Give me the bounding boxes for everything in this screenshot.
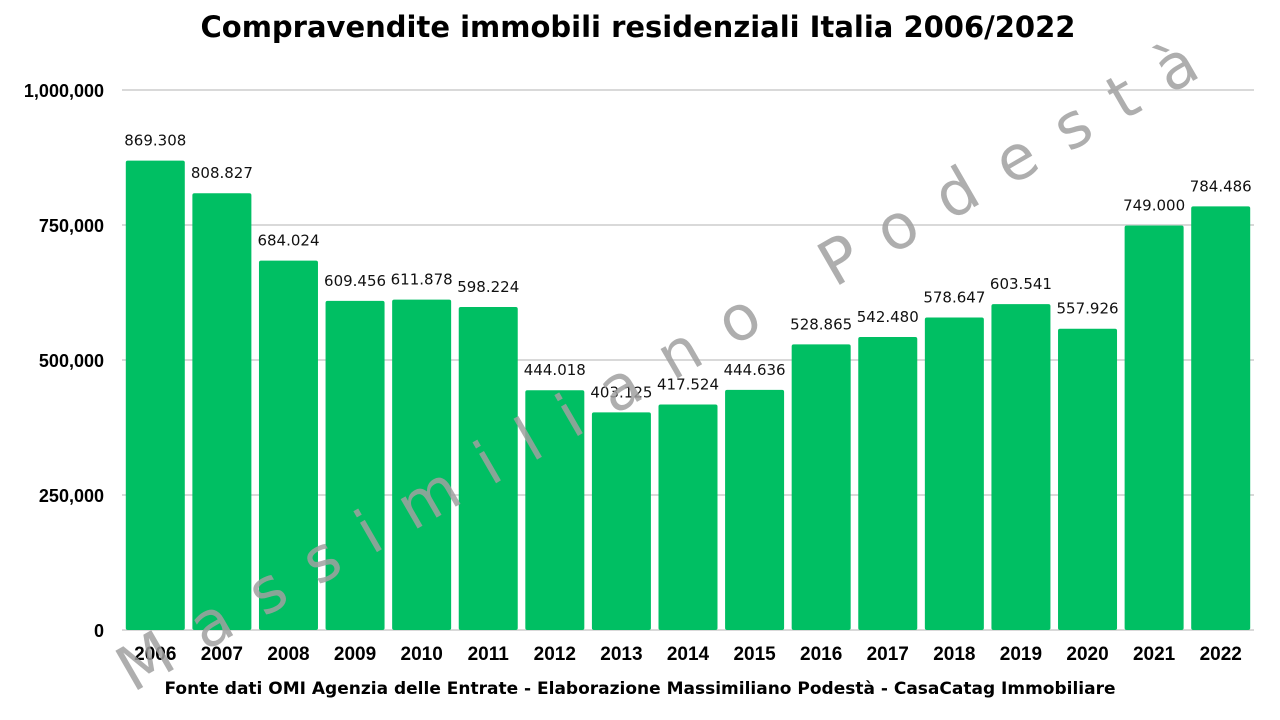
bar bbox=[392, 299, 452, 630]
x-tick-label: 2012 bbox=[534, 644, 576, 665]
y-tick-label: 0 bbox=[94, 621, 104, 641]
y-tick-label: 1,000,000 bbox=[24, 81, 104, 101]
x-tick-label: 2014 bbox=[667, 644, 710, 665]
data-label: 869.308 bbox=[124, 132, 186, 150]
bar bbox=[991, 304, 1051, 630]
bar bbox=[1058, 328, 1118, 630]
data-label: 808.827 bbox=[191, 164, 253, 182]
x-tick-label: 2017 bbox=[867, 644, 909, 665]
data-label: 403.125 bbox=[590, 383, 652, 401]
x-tick-label: 2007 bbox=[201, 644, 243, 665]
bar bbox=[1191, 206, 1251, 630]
bar bbox=[325, 300, 385, 630]
data-label: 417.524 bbox=[657, 376, 719, 394]
x-axis-ticks: 2006 2007 2008 2009 2010 2011 2012 2013 2014 2015… bbox=[134, 644, 1242, 665]
data-label: 609.456 bbox=[324, 272, 386, 290]
y-tick-label: 250,000 bbox=[39, 486, 104, 506]
x-tick-label: 2019 bbox=[1000, 644, 1042, 665]
x-tick-label: 2011 bbox=[468, 644, 510, 665]
x-tick-label: 2018 bbox=[933, 644, 975, 665]
y-tick-label: 500,000 bbox=[39, 351, 104, 371]
data-label: 444.636 bbox=[724, 361, 786, 379]
data-label: 578.647 bbox=[923, 289, 985, 307]
x-tick-label: 2009 bbox=[334, 644, 376, 665]
y-tick-label: 750,000 bbox=[39, 216, 104, 236]
bar bbox=[791, 344, 851, 630]
bar bbox=[192, 193, 252, 631]
data-label: 444.018 bbox=[524, 361, 586, 379]
x-tick-label: 2006 bbox=[134, 644, 176, 665]
data-label: 598.224 bbox=[457, 278, 519, 296]
x-tick-label: 2021 bbox=[1133, 644, 1176, 665]
data-label: 528.865 bbox=[790, 315, 852, 333]
y-axis-ticks: 0 250,000 500,000 750,000 1,000,000 bbox=[24, 81, 104, 641]
bar bbox=[458, 306, 518, 630]
bar bbox=[125, 160, 185, 631]
bar bbox=[525, 390, 585, 630]
bar bbox=[858, 337, 918, 630]
data-label: 542.480 bbox=[857, 308, 919, 326]
x-tick-label: 2016 bbox=[800, 644, 842, 665]
bar bbox=[924, 317, 984, 630]
data-label: 749.000 bbox=[1123, 197, 1185, 215]
data-labels: 869.308 808.827 684.024 609.456 611.878 598.2… bbox=[124, 132, 1251, 402]
x-tick-label: 2020 bbox=[1066, 644, 1108, 665]
data-label: 603.541 bbox=[990, 275, 1052, 293]
bar bbox=[258, 260, 318, 630]
bar bbox=[725, 389, 785, 630]
x-tick-label: 2008 bbox=[267, 644, 309, 665]
bar bbox=[591, 412, 651, 630]
x-tick-label: 2013 bbox=[600, 644, 642, 665]
data-label: 684.024 bbox=[257, 232, 319, 250]
data-label: 557.926 bbox=[1057, 300, 1119, 318]
bars bbox=[125, 160, 1251, 631]
x-tick-label: 2010 bbox=[401, 644, 443, 665]
x-tick-label: 2015 bbox=[733, 644, 776, 665]
bar bbox=[658, 404, 718, 630]
source-note: Fonte dati OMI Agenzia delle Entrate - E… bbox=[164, 679, 1116, 699]
bar bbox=[1124, 225, 1184, 631]
x-tick-label: 2022 bbox=[1200, 644, 1242, 665]
data-label: 784.486 bbox=[1190, 177, 1252, 195]
data-label: 611.878 bbox=[391, 271, 453, 289]
chart-title: Compravendite immobili residenziali Ital… bbox=[200, 10, 1076, 44]
